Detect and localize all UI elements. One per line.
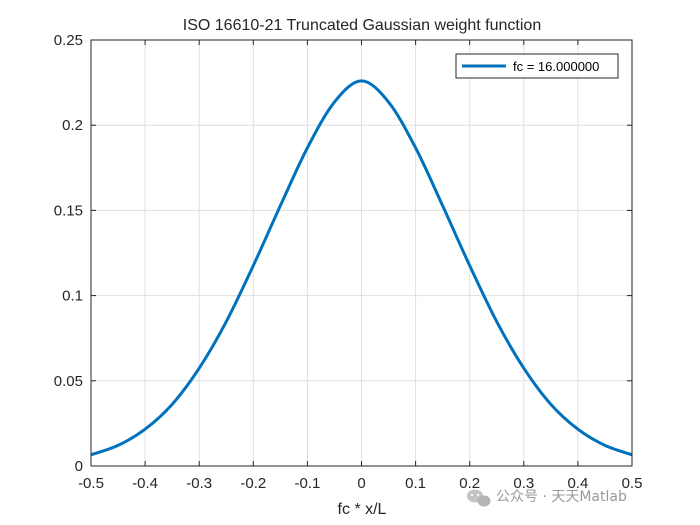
x-axis-label: fc * x/L bbox=[338, 501, 387, 518]
grid bbox=[91, 40, 632, 466]
x-tick-label: -0.5 bbox=[78, 475, 104, 492]
x-tick-label: 0.2 bbox=[459, 475, 480, 492]
y-tick-label: 0.2 bbox=[62, 117, 83, 134]
y-tick-label: 0.25 bbox=[54, 32, 83, 49]
x-tick-label: 0.1 bbox=[405, 475, 426, 492]
x-tick-label: 0.3 bbox=[513, 475, 534, 492]
wechat-icon bbox=[467, 489, 491, 507]
x-tick-label: 0.4 bbox=[567, 475, 588, 492]
x-tick-label: -0.4 bbox=[132, 475, 158, 492]
series-line-0 bbox=[90, 79, 633, 457]
x-tick-label: -0.3 bbox=[186, 475, 212, 492]
y-tick-labels: 0 0.05 0.1 0.15 0.2 0.25 bbox=[54, 32, 83, 475]
legend-box bbox=[455, 53, 619, 79]
y-tick-label: 0.15 bbox=[54, 202, 83, 219]
series-group bbox=[90, 79, 633, 457]
y-tick-label: 0.05 bbox=[54, 373, 83, 390]
x-tick-label: 0 bbox=[357, 475, 365, 492]
x-tick-labels: -0.5 -0.4 -0.3 -0.2 -0.1 0 0.1 0.2 0.3 0.4 0.5 bbox=[78, 475, 642, 492]
x-tick-label: 0.5 bbox=[622, 475, 643, 492]
ticks bbox=[90, 39, 633, 467]
y-tick-label: 0 bbox=[75, 458, 83, 475]
legend[interactable]: fc = 16.000000 bbox=[455, 53, 619, 79]
chart-title: ISO 16610-21 Truncated Gaussian weight f… bbox=[183, 17, 541, 34]
watermark: 公众号 · 天天Matlab bbox=[467, 489, 627, 507]
watermark-text: 公众号 · 天天Matlab bbox=[496, 489, 627, 505]
y-tick-label: 0.1 bbox=[62, 288, 83, 305]
legend-label: fc = 16.000000 bbox=[513, 59, 599, 74]
x-tick-label: -0.1 bbox=[294, 475, 320, 492]
x-tick-label: -0.2 bbox=[240, 475, 266, 492]
plot-area: -0.5 -0.4 -0.3 -0.2 -0.1 0 0.1 0.2 0.3 0.4 0.5 0 0.… bbox=[54, 32, 643, 492]
